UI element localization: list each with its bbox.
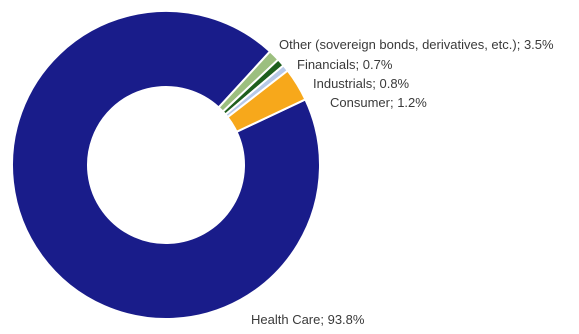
slice-label-consumer: Consumer; 1.2% (330, 95, 427, 110)
slice-label-health-care: Health Care; 93.8% (251, 312, 365, 327)
slice-label-financials: Financials; 0.7% (297, 57, 393, 72)
slice-labels: Health Care; 93.8% Consumer; 1.2% Indust… (251, 37, 554, 327)
slice-label-other: Other (sovereign bonds, derivatives, etc… (279, 37, 554, 52)
donut-slices (11, 10, 321, 320)
slice-health-care (11, 10, 321, 320)
slice-label-industrials: Industrials; 0.8% (313, 76, 410, 91)
slice-other (226, 69, 307, 134)
